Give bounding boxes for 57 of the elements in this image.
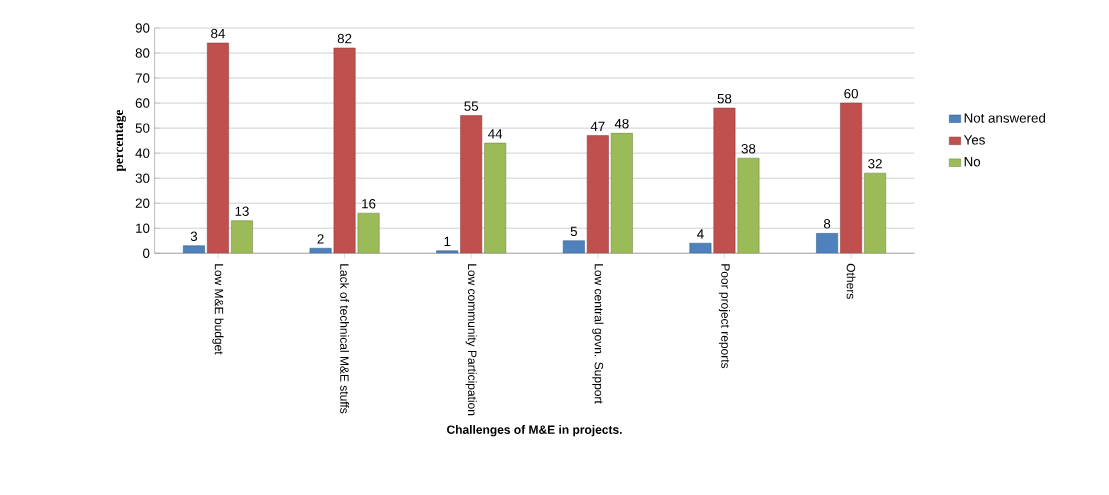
data-label: 60: [844, 89, 858, 99]
legend-label: Not answered: [964, 113, 1045, 123]
data-label: 82: [337, 34, 352, 44]
x-tick-label: Low central govn. Support: [592, 264, 604, 404]
data-label: 13: [235, 206, 249, 217]
legend-label: No: [964, 157, 981, 167]
y-tick-label: 80: [135, 48, 150, 58]
bar: [816, 233, 839, 254]
bar: [309, 248, 332, 254]
data-label: 48: [614, 119, 629, 129]
bar: [357, 213, 380, 254]
data-label: 5: [570, 226, 577, 237]
bar: [333, 47, 356, 254]
bar: [562, 240, 585, 254]
bar: [610, 133, 633, 254]
bar: [460, 115, 483, 254]
y-tick-label: 70: [135, 73, 150, 84]
data-label: 38: [741, 144, 756, 154]
bar: [436, 250, 459, 254]
x-tick-label: Poor project reports: [718, 264, 731, 369]
bar: [207, 42, 229, 254]
x-axis-title: Challenges of M&E in projects.: [447, 425, 622, 437]
y-axis-title: percentage: [115, 110, 126, 172]
data-label: 8: [823, 219, 831, 229]
bar: [864, 173, 886, 254]
y-tick-label: 50: [135, 123, 150, 134]
data-label: 44: [488, 129, 503, 139]
bar: [586, 135, 609, 254]
bar: [713, 108, 736, 254]
y-tick-label: 0: [143, 248, 150, 259]
bar: [231, 220, 253, 254]
x-tick-label: Others: [846, 264, 856, 300]
data-label: 1: [444, 237, 451, 247]
data-label: 47: [590, 121, 605, 132]
data-label: 32: [868, 159, 882, 169]
bar: [737, 158, 760, 254]
bar: [183, 245, 205, 254]
data-label: 2: [317, 234, 324, 244]
y-tick-label: 30: [135, 173, 150, 184]
bar: [689, 243, 712, 254]
y-tick-label: 20: [135, 198, 150, 209]
legend-label: Yes: [963, 135, 985, 145]
data-label: 58: [717, 94, 732, 104]
x-tick-label: Low M&E budget: [212, 264, 224, 355]
y-tick-label: 40: [135, 148, 150, 159]
bar: [484, 143, 507, 254]
data-label: 84: [211, 29, 225, 39]
data-label: 3: [190, 231, 198, 242]
y-tick-label: 10: [136, 223, 150, 234]
x-tick-label: Low community Participation: [465, 264, 477, 416]
y-tick-label: 60: [135, 98, 150, 109]
bar: [840, 103, 863, 254]
data-label: 16: [362, 199, 376, 209]
x-tick-label: Lack of technical M&E stuffs: [340, 264, 349, 414]
y-tick-label: 90: [135, 23, 150, 33]
data-label: 55: [464, 101, 479, 112]
data-label: 4: [697, 229, 704, 239]
